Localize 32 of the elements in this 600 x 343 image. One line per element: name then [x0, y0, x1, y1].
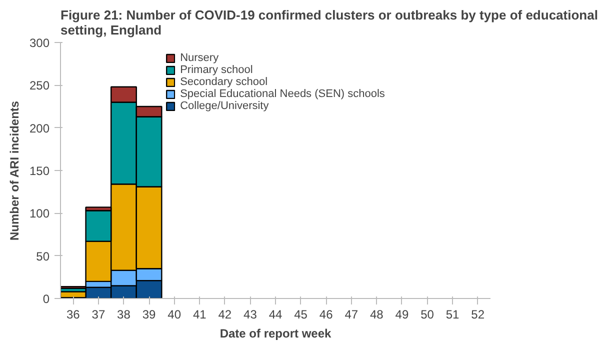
x-tick-label: 36: [66, 308, 80, 322]
x-tick-label: 44: [268, 308, 282, 322]
x-tick-label: 39: [142, 308, 156, 322]
legend-label: College/University: [180, 100, 269, 112]
x-tick-label: 45: [294, 308, 308, 322]
x-tick-label: 40: [168, 308, 182, 322]
y-tick-label: 50: [36, 249, 50, 264]
x-tick-label: 49: [395, 308, 409, 322]
x-tick-label: 38: [117, 308, 131, 322]
legend-label: Primary school: [180, 64, 253, 76]
x-tick-label: 46: [319, 308, 334, 322]
y-tick-label: 200: [29, 121, 50, 136]
x-tick-label: 37: [92, 308, 106, 322]
x-tick-label: 52: [471, 308, 485, 322]
legend-label: Secondary school: [180, 76, 268, 88]
x-tick-label: 42: [218, 308, 232, 322]
chart-title: Figure 21: Number of COVID-19 confirmed clusters or outbreaks by type of educational setting, England: [60, 8, 598, 38]
x-tick-label: 51: [446, 308, 460, 322]
x-tick-label: 43: [244, 308, 258, 322]
y-tick-label: 0: [42, 292, 50, 306]
y-tick-label: 250: [29, 78, 50, 93]
y-tick-label: 300: [29, 36, 50, 50]
y-axis-title: Number of ARI incidents: [7, 100, 22, 241]
y-tick-label: 100: [29, 206, 50, 221]
legend-label: Special Educational Needs (SEN) schools: [180, 88, 385, 100]
x-axis-title: Date of report week: [220, 326, 332, 340]
x-tick-label: 48: [370, 308, 384, 322]
x-tick-label: 41: [192, 308, 207, 322]
x-tick-label: 50: [420, 308, 434, 322]
y-tick-label: 150: [29, 164, 50, 178]
x-tick-label: 47: [344, 308, 358, 322]
legend-label: Nursery: [180, 52, 219, 64]
